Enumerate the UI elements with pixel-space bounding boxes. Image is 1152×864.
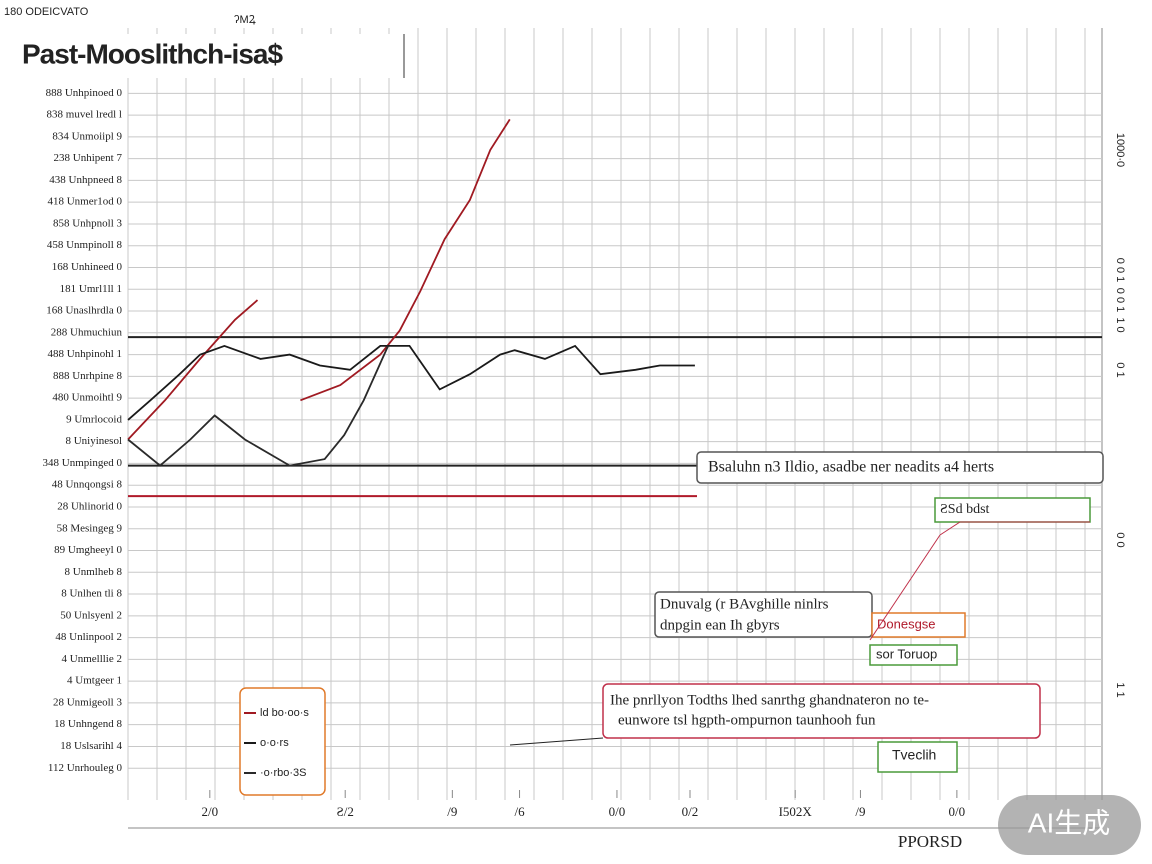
watermark-badge bbox=[998, 795, 1141, 855]
chart-title: Past-Mooslithch-isa$ bbox=[22, 38, 283, 69]
y-tick-label: 438 Unhpneed 8 bbox=[49, 174, 122, 186]
series-line bbox=[127, 345, 389, 467]
right-label: 1 0 bbox=[1114, 317, 1126, 332]
y-tick-label: 50 Unlsyenl 2 bbox=[60, 609, 122, 621]
y-tick-label: 288 Uhmuchiun bbox=[51, 326, 123, 338]
y-tick-label: 8 Uniyinesol bbox=[65, 435, 122, 447]
y-tick-label: 58 Mesingeg 9 bbox=[57, 522, 123, 534]
y-tick-label: 28 Unmigeoll 3 bbox=[53, 696, 123, 708]
y-tick-label: 18 Unhngend 8 bbox=[54, 718, 122, 730]
x-tick-label: 0/0 bbox=[609, 804, 626, 819]
y-tick-label: 28 Uhlinorid 0 bbox=[57, 501, 122, 513]
corner-note: 180 ODEICVATO bbox=[4, 6, 89, 18]
annotation: eunwore tsl hgpth-ompurnon taunhooh fun bbox=[618, 712, 876, 728]
x-tick-label: 2/0 bbox=[202, 804, 219, 819]
y-tick-label: 18 Uslsarihl 4 bbox=[60, 740, 122, 752]
title-box bbox=[18, 34, 404, 78]
y-tick-label: 480 Unmoihtl 9 bbox=[52, 392, 122, 404]
plot bbox=[127, 118, 1102, 498]
x-tick-label: Ƨ/2 bbox=[337, 804, 354, 819]
y-tick-label: 4 Umtgeer 1 bbox=[67, 675, 122, 687]
y-tick-label: 181 Umrl1ll 1 bbox=[60, 283, 122, 295]
annotation-box bbox=[877, 741, 958, 773]
leader-line bbox=[869, 534, 941, 641]
series-line bbox=[127, 118, 511, 441]
y-tick-label: 418 Unmer1od 0 bbox=[47, 196, 122, 208]
annotation: Bsaluhn n3 Ildio, asadbe ner neadits a4 … bbox=[708, 459, 994, 476]
legend: Ɩd bo·oo·s o·o·rs ·o·rbo·3S bbox=[239, 687, 326, 796]
top-mark: ʔMꝜ bbox=[234, 14, 256, 26]
y-tick-label: 834 Unmoiipl 9 bbox=[52, 130, 122, 142]
y-tick-label: 168 Unhineed 0 bbox=[52, 261, 123, 273]
y-tick-label: 888 Unhpinoed 0 bbox=[46, 87, 123, 99]
right-label: 0 0 bbox=[1114, 532, 1126, 547]
right-label: 1 1 bbox=[1114, 682, 1126, 697]
y-tick-label: 348 Unmpinged 0 bbox=[43, 457, 123, 469]
y-tick-label: 488 Unhpinohl 1 bbox=[47, 348, 122, 360]
x-tick-label: /9 bbox=[447, 804, 457, 819]
y-tick-label: 89 Umgheeyl 0 bbox=[54, 544, 122, 556]
x-tick-label: /9 bbox=[855, 804, 865, 819]
annotation: Ihe pnrllyon Todths lhed sanrthg ghandna… bbox=[610, 692, 929, 708]
right-label: 0 0 1 bbox=[1114, 288, 1126, 312]
y-tick-label: 112 Unrhouleg 0 bbox=[48, 762, 123, 774]
legend-box bbox=[239, 687, 326, 796]
leader-line bbox=[509, 737, 604, 746]
y-tick-label: 4 Unmelllie 2 bbox=[62, 653, 123, 665]
y-tick-label: 48 Unlinpool 2 bbox=[55, 631, 122, 643]
legend-label: Ɩd bo·oo·s bbox=[260, 707, 309, 719]
leader-line bbox=[939, 521, 1090, 536]
y-tick-label: 838 muvel lredl l bbox=[47, 109, 122, 121]
annotation-box bbox=[696, 451, 1104, 484]
annotation-box bbox=[602, 683, 1041, 739]
x-tick-label: 0/0 bbox=[949, 804, 966, 819]
y-tick-label: 238 Unhipent 7 bbox=[54, 152, 123, 164]
legend-label: o·o·rs bbox=[260, 737, 289, 749]
y-tick-label: 8 Unmlheb 8 bbox=[65, 566, 123, 578]
annotation-box bbox=[871, 612, 966, 638]
watermark: AI生成 bbox=[1028, 807, 1110, 838]
y-tick-label: 858 Unhpnoll 3 bbox=[53, 217, 123, 229]
y-tick-label: 48 Unnqongsi 8 bbox=[52, 479, 123, 491]
right-label: 0 0 1 bbox=[1114, 258, 1126, 282]
y-tick-label: 8 Unlhen tli 8 bbox=[61, 588, 122, 600]
legend-label: ·o·rbo·3S bbox=[260, 767, 306, 779]
grid bbox=[127, 28, 1103, 829]
right-label: 0 1 bbox=[1114, 362, 1126, 377]
y-tick-label: 888 Unrhpine 8 bbox=[53, 370, 123, 382]
y-tick-label: 458 Unmpinoll 8 bbox=[47, 239, 123, 251]
y-tick-label: 168 Unaslhrdla 0 bbox=[46, 305, 122, 317]
annotation: sor Toruop bbox=[876, 646, 937, 661]
annotation: Donesgse bbox=[877, 616, 936, 631]
annotation: dnpgin ean Ih gbyrs bbox=[660, 617, 780, 633]
right-label: 1000·0 bbox=[1114, 133, 1126, 167]
x-tick-label: /6 bbox=[514, 804, 525, 819]
x-axis-label: PPORSD bbox=[898, 832, 962, 851]
x-tick-label: 0/2 bbox=[682, 804, 699, 819]
series-line bbox=[127, 344, 695, 421]
annotation: ƧSd bdst bbox=[940, 502, 990, 517]
annotation-box bbox=[869, 644, 958, 666]
x-tick-label: I502X bbox=[779, 804, 813, 819]
y-tick-label: 9 Umrlocoid bbox=[66, 413, 122, 425]
annotation: Dnuvalg (r BAvghille ninlrs bbox=[660, 596, 829, 612]
annotation: Tveclih bbox=[892, 747, 936, 763]
